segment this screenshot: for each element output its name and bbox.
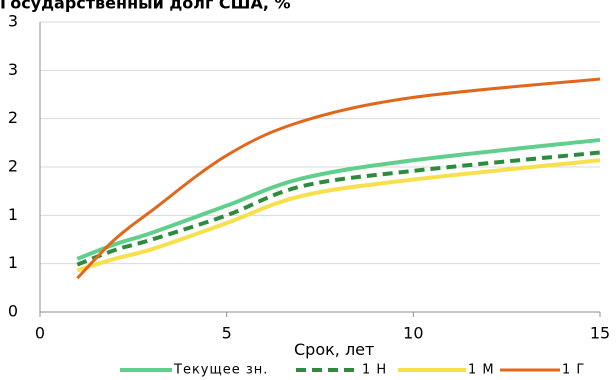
y-tick-label: 0 (8, 302, 18, 321)
y-tick-label: 1 (8, 205, 18, 224)
x-tick-label: 10 (403, 324, 423, 343)
legend: Текущее зн. 1 Н 1 М 1 Г (120, 363, 585, 378)
chart-title: Государственный долг США, % (0, 0, 291, 13)
y-tick-label: 2 (8, 108, 18, 127)
tick-labels: 0 1 1 2 2 3 3 0 5 10 15 (8, 12, 610, 343)
x-tick-label: 0 (35, 324, 45, 343)
series-1g-line (76, 77, 601, 280)
axes (39, 22, 601, 317)
y-tick-label: 2 (8, 157, 18, 176)
series-current-line (76, 137, 601, 261)
y-tick-label: 3 (8, 60, 18, 79)
y-tick-label: 3 (8, 12, 18, 31)
legend-label: Текущее зн. (173, 363, 268, 378)
legend-label: 1 Г (562, 363, 585, 378)
legend-label: 1 М (468, 363, 495, 378)
y-tick-label: 1 (8, 253, 18, 272)
series-1h-line (76, 150, 601, 267)
x-tick-label: 5 (222, 324, 232, 343)
series-1m-line (76, 158, 601, 273)
series-lines (76, 77, 601, 280)
gridlines (40, 21, 600, 265)
x-axis-label: Срок, лет (294, 340, 374, 359)
x-tick-label: 15 (590, 324, 610, 343)
legend-label: 1 Н (362, 363, 387, 378)
